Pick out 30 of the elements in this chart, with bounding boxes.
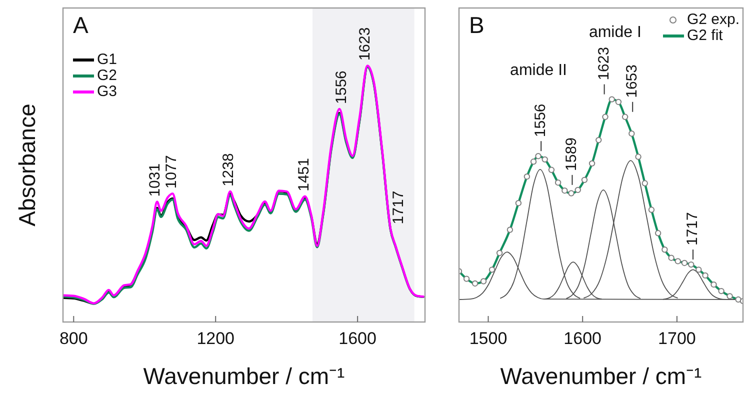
x-tick-label: 800 bbox=[59, 329, 88, 348]
annotation: 1451 bbox=[296, 158, 313, 192]
legend-label: G2 bbox=[97, 66, 118, 84]
x-axis-title: Wavenumber / cm⁻¹ bbox=[143, 363, 346, 389]
annotation: 1653 bbox=[624, 64, 641, 98]
text: amide I bbox=[588, 24, 642, 42]
annotation: 1717 bbox=[684, 212, 701, 246]
y-axis-title: Absorbance bbox=[14, 104, 40, 226]
legend-label: G1 bbox=[97, 50, 118, 68]
annotation: 1589 bbox=[563, 138, 580, 171]
annotation: 1031 bbox=[146, 163, 164, 197]
annotation: 1077 bbox=[162, 155, 180, 189]
text: amide II bbox=[510, 62, 567, 80]
x-tick-label: 1600 bbox=[564, 329, 602, 348]
chart-title: B bbox=[469, 12, 484, 38]
annotation: 1717 bbox=[390, 190, 408, 224]
annotation: 1556 bbox=[332, 70, 350, 104]
chart-title: A bbox=[73, 12, 89, 38]
annotation: 1238 bbox=[220, 153, 238, 187]
legend-label: G2 exp. bbox=[687, 10, 740, 28]
annotation: 1623 bbox=[356, 27, 374, 61]
x-tick-label: 1500 bbox=[469, 329, 508, 348]
x-tick-label: 1600 bbox=[338, 329, 376, 348]
annotation: 1556 bbox=[532, 104, 550, 138]
legend-label: G2 fit bbox=[687, 26, 724, 44]
x-tick-label: 1200 bbox=[196, 329, 235, 348]
x-tick-label: 1700 bbox=[658, 329, 696, 348]
annotation: 1623 bbox=[595, 46, 612, 80]
legend-label: G3 bbox=[97, 82, 118, 100]
x-axis-title: Wavenumber / cm⁻¹ bbox=[500, 363, 702, 389]
